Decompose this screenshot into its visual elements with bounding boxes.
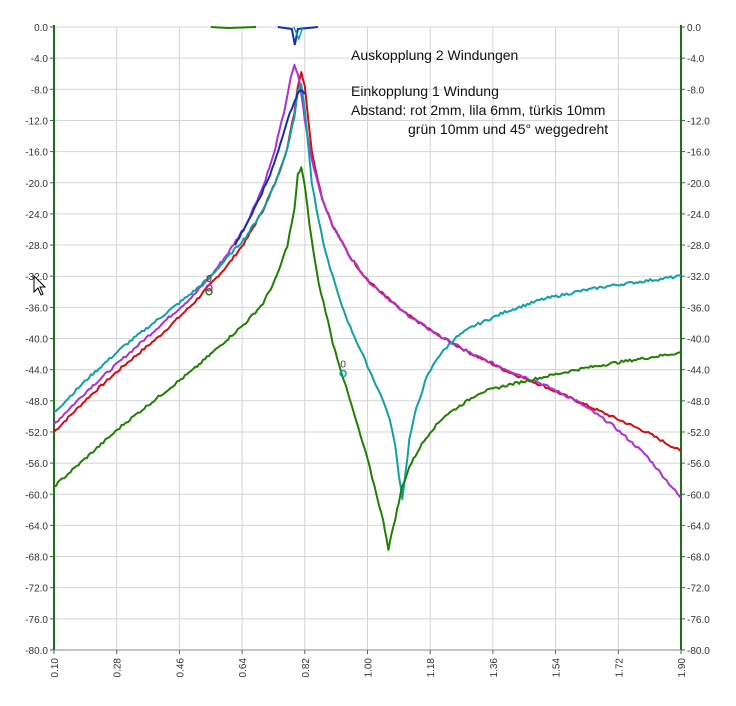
x-tick-label: 1.00 — [364, 658, 375, 678]
y-tick-label-left: -32.0 — [25, 272, 48, 283]
annotation-line: Einkopplung 1 Windung — [351, 83, 499, 99]
series-line-3 — [53, 166, 682, 551]
x-tick-label: 0.10 — [50, 658, 61, 678]
x-tick-label: 0.82 — [301, 658, 312, 678]
y-tick-label-right: -20.0 — [687, 179, 710, 190]
y-tick-label-right: -44.0 — [687, 366, 710, 377]
series-line-2 — [53, 83, 682, 501]
grid-layer — [53, 26, 682, 651]
y-tick-label-left: -40.0 — [25, 335, 48, 346]
y-tick-label-left: -76.0 — [25, 615, 48, 626]
x-tick-label: 0.46 — [175, 658, 186, 678]
top-trace-green — [210, 26, 257, 30]
marker-point — [339, 369, 347, 378]
y-tick-label-left: -16.0 — [25, 148, 48, 159]
axis-layer: 0.0 0.0 -4.0 -4.0 -8.0 -8.0 -12.0 -12.0 -16.0 -16… — [25, 23, 710, 677]
marker-label: 0 — [340, 360, 346, 371]
y-tick-label-left: -72.0 — [25, 584, 48, 595]
y-tick-label-right: -32.0 — [687, 272, 710, 283]
x-tick-label: 1.18 — [426, 658, 437, 678]
annotation-line: Auskopplung 2 Windungen — [351, 47, 518, 63]
y-tick-label-right: -16.0 — [687, 148, 710, 159]
y-tick-label-left: -28.0 — [25, 241, 48, 252]
y-tick-label-left: -48.0 — [25, 397, 48, 408]
marker-point — [205, 284, 213, 292]
y-tick-label-left: -36.0 — [25, 303, 48, 314]
y-tick-label-right: -72.0 — [687, 584, 710, 595]
y-tick-label-right: -60.0 — [687, 490, 710, 501]
series-line-4 — [234, 89, 306, 246]
marker-point — [205, 288, 213, 296]
marker-layer: 000 — [205, 274, 347, 378]
annotation-line: Abstand: rot 2mm, lila 6mm, türkis 10mm — [351, 102, 605, 118]
x-tick-label: 1.54 — [552, 658, 563, 678]
x-tick-label: 1.90 — [677, 658, 688, 678]
y-tick-label-left: -12.0 — [25, 116, 48, 127]
y-tick-label-right: -76.0 — [687, 615, 710, 626]
y-tick-label-left: -8.0 — [31, 85, 49, 96]
y-tick-label-right: -52.0 — [687, 428, 710, 439]
y-tick-label-right: -8.0 — [687, 85, 705, 96]
y-tick-label-right: -36.0 — [687, 303, 710, 314]
x-tick-label: 1.72 — [614, 658, 625, 678]
y-tick-label-left: -4.0 — [31, 54, 49, 65]
y-tick-label-right: -24.0 — [687, 210, 710, 221]
y-tick-label-left: -64.0 — [25, 521, 48, 532]
y-tick-label-left: -68.0 — [25, 553, 48, 564]
y-tick-label-right: -80.0 — [687, 646, 710, 657]
y-tick-label-right: -28.0 — [687, 241, 710, 252]
x-tick-label: 1.36 — [489, 658, 500, 678]
y-tick-label-left: -44.0 — [25, 366, 48, 377]
y-tick-label-right: -56.0 — [687, 459, 710, 470]
marker-label: 0 — [206, 274, 212, 285]
series-line-1 — [53, 63, 682, 499]
annotation-line: grün 10mm und 45° weggedreht — [408, 121, 608, 137]
y-tick-label-right: -12.0 — [687, 116, 710, 127]
mouse-cursor — [33, 274, 47, 296]
y-tick-label-right: -64.0 — [687, 521, 710, 532]
y-tick-label-right: -68.0 — [687, 553, 710, 564]
marker-label: 0 — [206, 274, 212, 285]
top-trace-teal — [293, 26, 304, 42]
top-glitch-traces — [210, 26, 318, 46]
y-tick-label-left: -80.0 — [25, 646, 48, 657]
y-tick-label-right: -40.0 — [687, 335, 710, 346]
y-tick-label-left: 0.0 — [34, 23, 48, 34]
x-tick-label: 0.64 — [238, 658, 249, 678]
y-tick-label-right: 0.0 — [687, 23, 701, 34]
y-tick-label-right: -4.0 — [687, 54, 705, 65]
cursor-arrow-icon — [33, 274, 47, 296]
y-tick-label-left: -52.0 — [25, 428, 48, 439]
y-tick-label-right: -48.0 — [687, 397, 710, 408]
y-tick-label-left: -24.0 — [25, 210, 48, 221]
annotation-layer: Auskopplung 2 Windungen Einkopplung 1 Win… — [351, 47, 608, 137]
x-tick-label: 0.28 — [113, 658, 124, 678]
y-tick-label-left: -60.0 — [25, 490, 48, 501]
top-trace-blue — [277, 26, 318, 46]
y-tick-label-left: -20.0 — [25, 179, 48, 190]
y-tick-label-left: -56.0 — [25, 459, 48, 470]
series-layer — [53, 63, 682, 551]
